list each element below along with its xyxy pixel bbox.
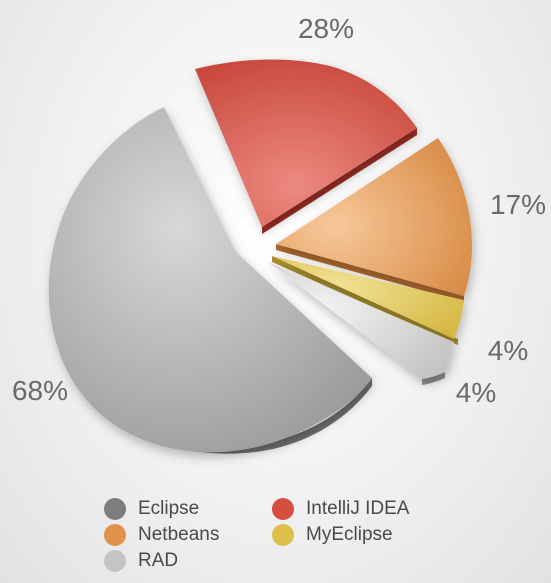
slice-intellij <box>195 59 417 227</box>
data-label-myeclipse: 4% <box>488 335 528 366</box>
slice-myeclipse <box>272 256 464 339</box>
legend-item-rad: RAD <box>104 550 178 572</box>
data-label-eclipse: 68% <box>12 375 68 406</box>
legend-item-intellij: IntelliJ IDEA <box>272 498 409 520</box>
legend-label-intellij: IntelliJ IDEA <box>306 498 410 519</box>
legend-label-eclipse: Eclipse <box>138 498 200 519</box>
slice-side-intellij <box>262 128 417 234</box>
legend-label-rad: RAD <box>138 550 179 571</box>
slice-eclipse <box>48 107 373 453</box>
slice-netbeans <box>276 138 472 296</box>
slice-rad <box>268 262 454 379</box>
legend-label-myeclipse: MyEclipse <box>306 524 393 545</box>
chart-legend: Eclipse IntelliJ IDEA Netbeans MyEclipse… <box>100 498 500 580</box>
legend-item-netbeans: Netbeans <box>104 524 219 546</box>
slice-side-rad <box>422 372 445 385</box>
legend-swatch-intellij <box>272 498 294 520</box>
data-label-intellij: 28% <box>298 13 354 44</box>
legend-swatch-myeclipse <box>272 524 294 546</box>
slice-side-netbeans <box>276 244 464 302</box>
legend-label-netbeans: Netbeans <box>138 524 220 545</box>
legend-swatch-netbeans <box>104 524 126 546</box>
data-label-netbeans: 17% <box>490 189 546 220</box>
legend-item-myeclipse: MyEclipse <box>272 524 393 546</box>
data-label-rad: 4% <box>456 377 496 408</box>
legend-item-eclipse: Eclipse <box>104 498 199 520</box>
slice-side-myeclipse <box>272 256 458 345</box>
legend-swatch-eclipse <box>104 498 126 520</box>
legend-swatch-rad <box>104 550 126 572</box>
